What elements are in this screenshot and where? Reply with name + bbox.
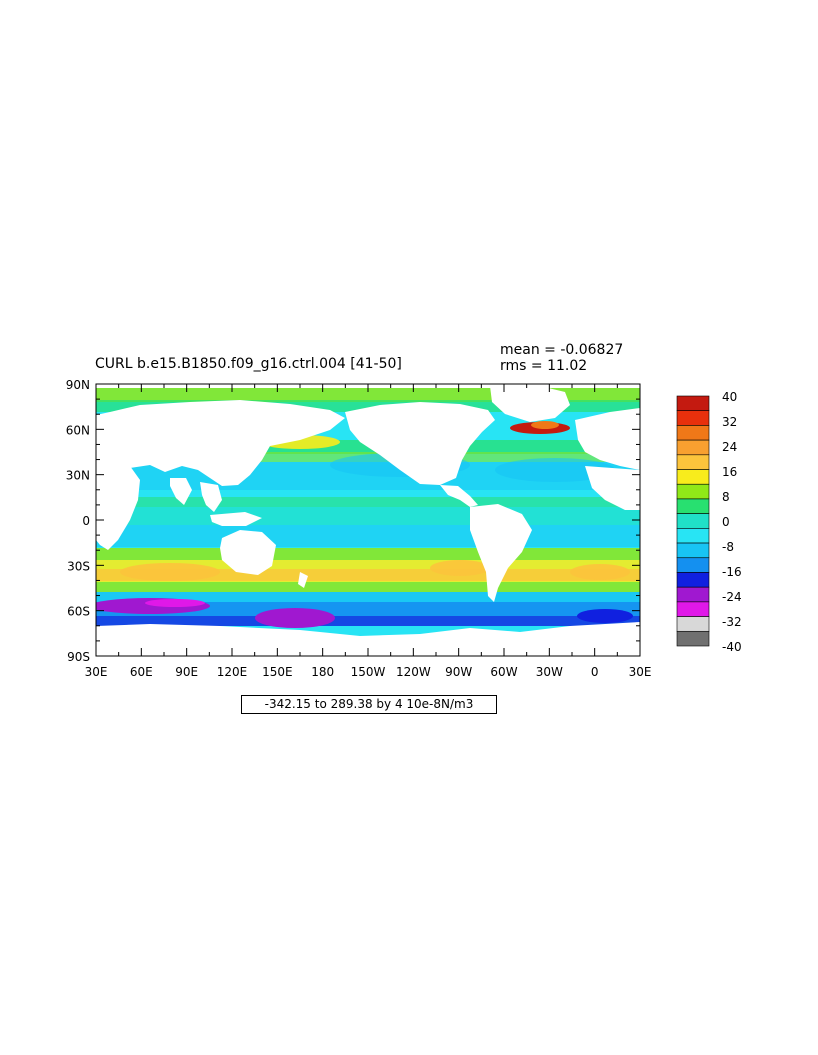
x-tick-label: 150E: [262, 665, 293, 679]
colorbar-label: 0: [722, 515, 730, 529]
colorbar: 40 32 24 16 8 0 -8 -16 -24 -32 -40: [676, 390, 742, 654]
india-land: [170, 478, 192, 505]
colorbar-label: 24: [722, 440, 737, 454]
x-tick-label: 60W: [490, 665, 517, 679]
x-tick-label: 30E: [85, 665, 108, 679]
ross-purple: [255, 608, 335, 628]
greenland-land: [490, 386, 570, 422]
colorbar-label: -40: [722, 640, 742, 654]
north-africa-land: [585, 466, 640, 510]
new-zealand-land: [298, 572, 308, 588]
australia-land: [220, 530, 276, 575]
south-band-green-2: [96, 582, 640, 592]
x-tick-label: 0: [591, 665, 599, 679]
x-tick-label: 120W: [396, 665, 431, 679]
atlantic-gyre-blue: [495, 458, 615, 482]
pacific-gyre-orange: [430, 560, 490, 576]
central-america-land: [440, 485, 478, 507]
y-tick-label: 30N: [66, 469, 90, 483]
x-tick-label: 150W: [351, 665, 386, 679]
x-tick-label: 30E: [629, 665, 652, 679]
colorbar-label: -32: [722, 615, 742, 629]
eurasia-land: [96, 400, 345, 486]
south-america-land: [470, 504, 532, 602]
x-tick-label: 90E: [175, 665, 198, 679]
mean-value: mean = -0.06827: [500, 342, 624, 358]
acc-band-2: [96, 616, 640, 626]
y-tick-label: 90N: [66, 378, 90, 392]
y-tick-label: 0: [82, 514, 90, 528]
contour-range-label: -342.15 to 289.38 by 4 10e-8N/m3: [241, 695, 497, 714]
x-tick-label: 60E: [130, 665, 153, 679]
equatorial-band: [96, 497, 640, 507]
x-axis: 30E 60E 90E 120E 150E 180 150W 120W 90W 60W 30W 0 30…: [85, 384, 652, 679]
y-axis: 90N 60N 30N 0 30S 60S 90S: [66, 378, 640, 664]
colorbar-swatch: [676, 616, 710, 632]
south-subtropic-band: [96, 525, 640, 547]
indonesia-land: [210, 512, 262, 526]
y-tick-label: 60S: [67, 605, 90, 619]
y-tick-label: 90S: [67, 650, 90, 664]
colorbar-swatch: [676, 601, 710, 617]
colorbar-label: 32: [722, 415, 737, 429]
x-tick-label: 30W: [536, 665, 563, 679]
x-tick-label: 180: [311, 665, 334, 679]
plot-title: CURL b.e15.B1850.f09_g16.ctrl.004 [41-50…: [95, 356, 402, 372]
colorbar-swatch: [676, 439, 710, 456]
colorbar-swatch: [676, 395, 710, 412]
y-tick-label: 60N: [66, 423, 90, 437]
south-band-green: [96, 548, 640, 560]
south-band-blue: [96, 592, 640, 602]
colorbar-swatch: [676, 528, 710, 544]
indian-gyre-orange: [120, 563, 220, 581]
colorbar-swatch: [676, 542, 710, 559]
colorbar-swatch: [676, 410, 710, 426]
colorbar-label: -16: [722, 565, 742, 579]
colorbar-label: -24: [722, 590, 742, 604]
colorbar-label: -8: [722, 540, 734, 554]
colorbar-swatch: [676, 630, 710, 647]
colorbar-swatch: [676, 454, 710, 470]
labrador-orange: [531, 421, 559, 429]
colorbar-label: 40: [722, 390, 737, 404]
x-tick-label: 120E: [217, 665, 248, 679]
land-mask: [96, 384, 640, 656]
colorbar-swatch: [676, 586, 710, 603]
colorbar-label: 16: [722, 465, 737, 479]
colorbar-swatch: [676, 513, 710, 529]
rms-value: rms = 11.02: [500, 358, 588, 374]
weddell-blue: [577, 609, 633, 623]
colorbar-swatch: [676, 469, 710, 485]
x-tick-label: 90W: [445, 665, 472, 679]
equatorial-band-2: [96, 507, 640, 525]
colorbar-swatch: [676, 425, 710, 441]
colorbar-label: 8: [722, 490, 730, 504]
arabia-land: [96, 478, 114, 510]
y-tick-label: 30S: [67, 559, 90, 573]
southeast-asia-land: [200, 482, 222, 512]
colorbar-swatch: [676, 483, 710, 500]
colorbar-swatch: [676, 572, 710, 588]
antarctica-land: [96, 622, 640, 656]
europe-land: [575, 408, 640, 470]
colorbar-swatch: [676, 498, 710, 514]
colorbar-swatch: [676, 557, 710, 573]
atlantic-gyre-orange: [570, 564, 630, 580]
indian-south-magenta: [145, 599, 205, 607]
acc-band: [96, 602, 640, 616]
north-america-land: [345, 402, 495, 485]
